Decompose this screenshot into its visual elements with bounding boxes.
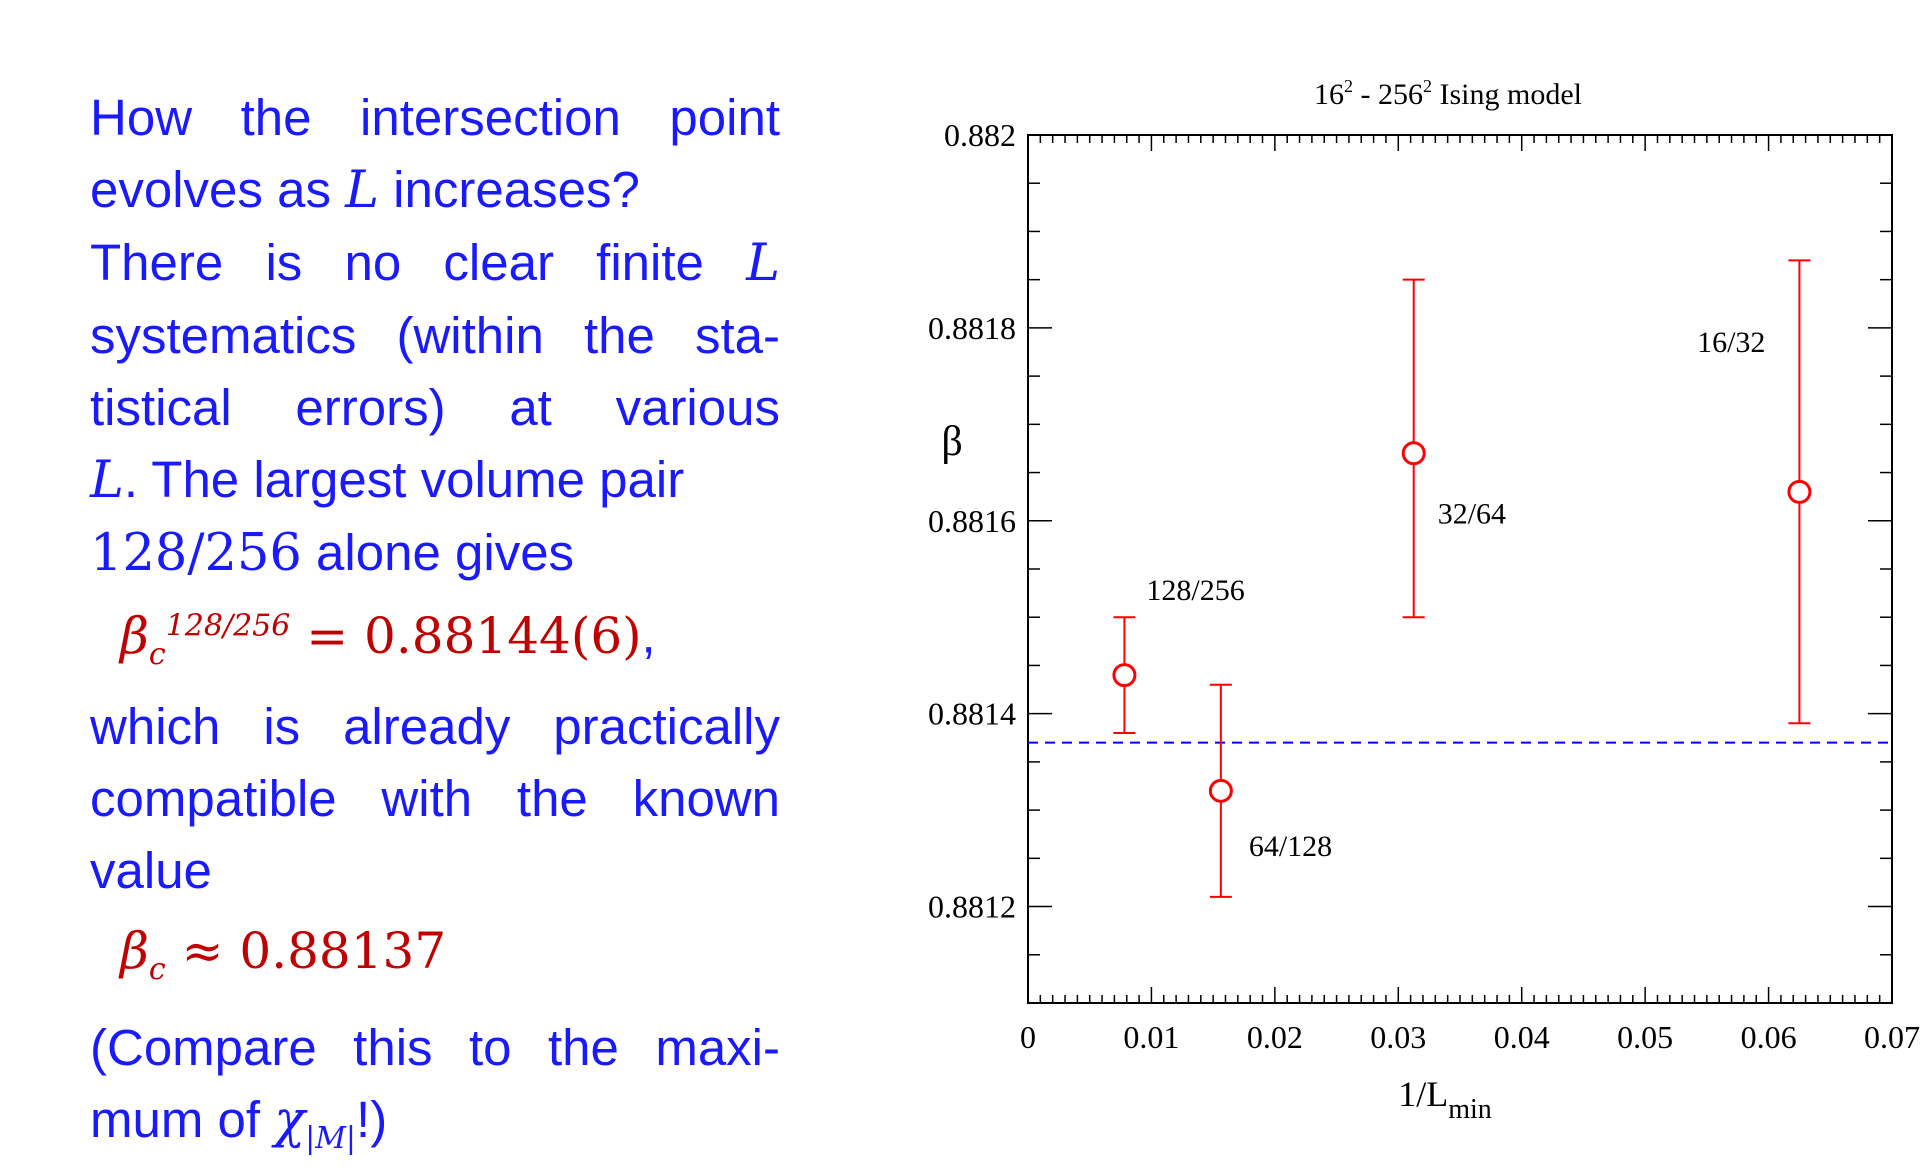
x-tick-label: 0.02 <box>1247 1019 1303 1055</box>
explanation-text: How the intersection point evolves as L … <box>90 82 780 1175</box>
y-tick-label: 0.8816 <box>928 503 1016 539</box>
x-tick-label: 0.06 <box>1741 1019 1797 1055</box>
text-line-9: compatible with the known <box>90 769 780 827</box>
point-label: 128/256 <box>1146 574 1244 607</box>
text-line-4: systematics (within the sta- <box>90 307 780 364</box>
plot-frame <box>1027 134 1893 1004</box>
text-line-10: value <box>90 841 212 899</box>
text-line-3: There is no clear finite L <box>90 234 780 293</box>
text-line-8: which is already practically <box>90 697 780 755</box>
x-tick-label: 0 <box>1020 1019 1036 1055</box>
x-tick-label: 0.03 <box>1370 1019 1426 1055</box>
text-line-11: (Compare this to the maxi- <box>90 1018 780 1076</box>
y-axis-label: β <box>941 419 962 465</box>
data-point <box>1401 441 1426 466</box>
y-tick-label: 0.882 <box>944 117 1016 153</box>
point-label: 16/32 <box>1697 326 1765 359</box>
data-point <box>1112 663 1137 688</box>
plot-area: 0 0.01 0.02 0.03 0.04 0.05 0.06 0.07 0.8812 0.881… <box>928 117 1920 1055</box>
x-axis-label: 1/Lmin <box>1398 1074 1492 1125</box>
point-label: 64/128 <box>1249 830 1332 863</box>
data-point <box>1787 479 1812 504</box>
x-tick-label: 0.05 <box>1617 1019 1673 1055</box>
x-tick-label: 0.01 <box>1123 1019 1179 1055</box>
text-line-12: mum of χ|M|!) <box>90 1090 388 1156</box>
point-label: 32/64 <box>1438 497 1506 530</box>
x-tick-label: 0.07 <box>1864 1019 1920 1055</box>
y-tick-label: 0.8818 <box>928 310 1016 346</box>
beta-c-known-value: βc ≈ 0.88137 <box>120 921 447 987</box>
y-tick-label: 0.8814 <box>928 696 1016 732</box>
text-line-6: L. The largest volume pair <box>90 451 685 510</box>
text-line-7: 128/256 alone gives <box>90 524 575 583</box>
text-line-1: How the intersection point <box>90 89 780 146</box>
data-point <box>1208 778 1233 803</box>
chart-title: 162 - 2562 Ising model <box>1314 76 1582 111</box>
beta-c-128-256-equation: βc128/256 = 0.88144(6), <box>120 606 656 672</box>
text-line-2: evolves as L increases? <box>90 161 640 220</box>
x-tick-label: 0.04 <box>1494 1019 1550 1055</box>
y-tick-label: 0.8812 <box>928 889 1016 925</box>
text-line-5: tistical errors) at various <box>90 379 780 436</box>
